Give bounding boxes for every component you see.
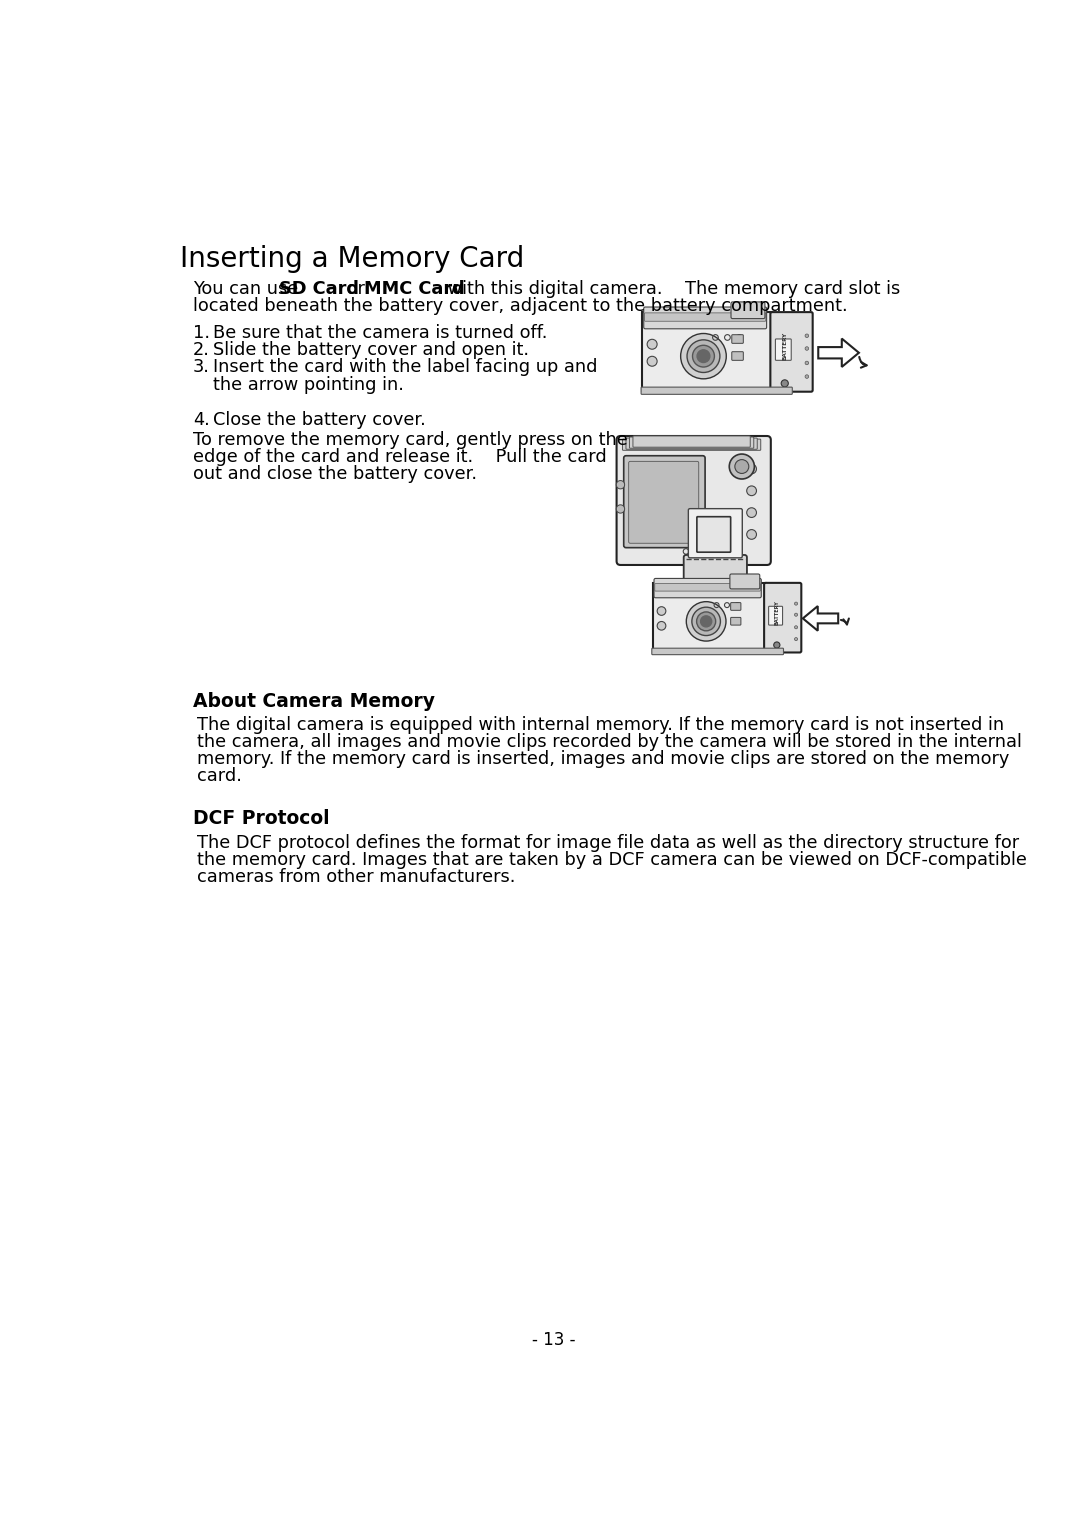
Polygon shape xyxy=(819,339,859,367)
FancyBboxPatch shape xyxy=(617,435,771,565)
FancyBboxPatch shape xyxy=(769,607,783,625)
Circle shape xyxy=(687,339,720,373)
Circle shape xyxy=(701,616,712,626)
FancyBboxPatch shape xyxy=(731,617,741,625)
Circle shape xyxy=(746,530,756,539)
FancyBboxPatch shape xyxy=(731,303,765,319)
FancyBboxPatch shape xyxy=(654,579,761,597)
Text: 1.: 1. xyxy=(193,324,211,342)
FancyBboxPatch shape xyxy=(770,312,812,391)
Text: 2.: 2. xyxy=(193,341,210,359)
FancyBboxPatch shape xyxy=(730,575,759,588)
FancyBboxPatch shape xyxy=(697,516,731,552)
Circle shape xyxy=(729,454,754,478)
Polygon shape xyxy=(642,312,772,391)
Text: the arrow pointing in.: the arrow pointing in. xyxy=(213,376,404,394)
FancyBboxPatch shape xyxy=(732,351,743,361)
FancyBboxPatch shape xyxy=(624,455,705,547)
Text: or: or xyxy=(341,280,370,298)
Circle shape xyxy=(795,613,798,616)
FancyBboxPatch shape xyxy=(645,313,766,321)
Circle shape xyxy=(746,465,756,474)
FancyBboxPatch shape xyxy=(630,437,754,448)
Circle shape xyxy=(746,507,756,518)
Circle shape xyxy=(657,607,666,616)
Circle shape xyxy=(805,374,809,379)
Circle shape xyxy=(657,622,666,630)
FancyBboxPatch shape xyxy=(642,387,793,394)
FancyBboxPatch shape xyxy=(626,439,757,449)
Circle shape xyxy=(795,637,798,640)
Text: Insert the card with the label facing up and: Insert the card with the label facing up… xyxy=(213,358,597,376)
FancyBboxPatch shape xyxy=(765,582,801,652)
Text: Close the battery cover.: Close the battery cover. xyxy=(213,411,426,428)
Circle shape xyxy=(617,504,624,513)
Text: SD Card: SD Card xyxy=(279,280,359,298)
Circle shape xyxy=(805,361,809,365)
FancyBboxPatch shape xyxy=(652,648,783,654)
Text: MMC Card: MMC Card xyxy=(364,280,464,298)
Text: The digital camera is equipped with internal memory. If the memory card is not i: The digital camera is equipped with inte… xyxy=(197,717,1004,733)
Text: with this digital camera.    The memory card slot is: with this digital camera. The memory car… xyxy=(442,280,901,298)
Text: About Camera Memory: About Camera Memory xyxy=(193,692,435,711)
FancyBboxPatch shape xyxy=(633,435,751,448)
Text: BATTERY: BATTERY xyxy=(782,332,787,361)
Circle shape xyxy=(781,380,788,387)
Circle shape xyxy=(697,611,716,631)
Circle shape xyxy=(805,335,809,338)
Text: Be sure that the camera is turned off.: Be sure that the camera is turned off. xyxy=(213,324,548,342)
Text: located beneath the battery cover, adjacent to the battery compartment.: located beneath the battery cover, adjac… xyxy=(193,298,848,315)
Text: the memory card. Images that are taken by a DCF camera can be viewed on DCF-comp: the memory card. Images that are taken b… xyxy=(197,851,1027,869)
Circle shape xyxy=(692,607,720,636)
Text: out and close the battery cover.: out and close the battery cover. xyxy=(193,465,477,483)
Circle shape xyxy=(795,626,798,630)
Polygon shape xyxy=(802,607,838,631)
FancyBboxPatch shape xyxy=(684,555,747,617)
Text: the camera, all images and movie clips recorded by the camera will be stored in : the camera, all images and movie clips r… xyxy=(197,733,1022,752)
Circle shape xyxy=(686,602,726,642)
Text: memory. If the memory card is inserted, images and movie clips are stored on the: memory. If the memory card is inserted, … xyxy=(197,750,1010,769)
Circle shape xyxy=(617,481,624,489)
Text: The DCF protocol defines the format for image file data as well as the directory: The DCF protocol defines the format for … xyxy=(197,834,1020,853)
FancyBboxPatch shape xyxy=(654,584,760,591)
Circle shape xyxy=(647,356,657,367)
Text: BATTERY: BATTERY xyxy=(774,601,780,625)
Circle shape xyxy=(795,602,798,605)
Circle shape xyxy=(805,347,809,350)
Circle shape xyxy=(773,642,780,648)
Text: cameras from other manufacturers.: cameras from other manufacturers. xyxy=(197,868,515,886)
FancyBboxPatch shape xyxy=(644,307,767,329)
Circle shape xyxy=(734,460,748,474)
FancyBboxPatch shape xyxy=(732,335,743,344)
Text: To remove the memory card, gently press on the: To remove the memory card, gently press … xyxy=(193,431,627,449)
Circle shape xyxy=(692,345,714,367)
FancyBboxPatch shape xyxy=(688,509,742,558)
Polygon shape xyxy=(652,582,766,651)
Text: card.: card. xyxy=(197,767,242,785)
FancyBboxPatch shape xyxy=(731,602,741,610)
Text: Inserting a Memory Card: Inserting a Memory Card xyxy=(180,244,524,274)
Text: edge of the card and release it.    Pull the card: edge of the card and release it. Pull th… xyxy=(193,448,607,466)
FancyBboxPatch shape xyxy=(775,339,792,361)
FancyBboxPatch shape xyxy=(622,439,760,451)
Text: DCF Protocol: DCF Protocol xyxy=(193,808,329,828)
Text: - 13 -: - 13 - xyxy=(531,1331,576,1349)
Text: You can use: You can use xyxy=(193,280,303,298)
Circle shape xyxy=(680,333,726,379)
Circle shape xyxy=(697,350,710,362)
Circle shape xyxy=(746,486,756,495)
Circle shape xyxy=(711,605,719,614)
Text: Slide the battery cover and open it.: Slide the battery cover and open it. xyxy=(213,341,529,359)
Circle shape xyxy=(647,339,657,350)
FancyBboxPatch shape xyxy=(629,461,699,544)
Text: 3.: 3. xyxy=(193,358,210,376)
Text: 4.: 4. xyxy=(193,411,210,428)
